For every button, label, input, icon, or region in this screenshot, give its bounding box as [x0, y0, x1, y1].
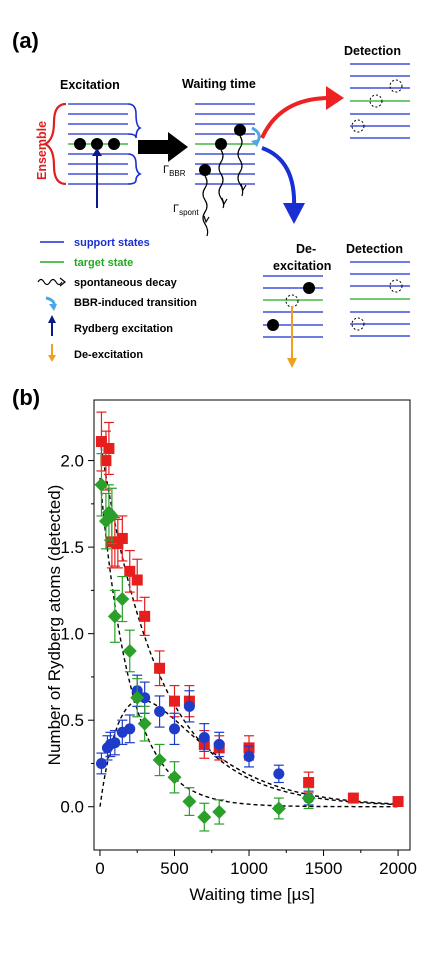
- data-point: [392, 796, 404, 808]
- x-tick-label: 0: [95, 859, 104, 878]
- data-point: [212, 804, 227, 819]
- fit-curve: [99, 477, 399, 808]
- axes: 0 500 1000 1500 2000 0.0 0.5 1.0 1.5 2.0: [60, 452, 417, 878]
- ensemble-brace: [42, 102, 67, 186]
- data-point: [183, 700, 195, 712]
- data-point: [154, 662, 166, 674]
- data-point: [115, 592, 130, 607]
- data-point: [95, 436, 107, 448]
- red-arrow: [260, 96, 331, 139]
- deexcitation-title-1: De-: [296, 242, 316, 256]
- data-point: [122, 643, 137, 658]
- legend-target-text: target state: [74, 257, 133, 269]
- rydberg-excitation-arrow: [92, 148, 102, 208]
- gamma-bbr: ΓBBR: [163, 164, 186, 178]
- ensemble-label: Ensemble: [35, 121, 49, 180]
- series-circle: [95, 674, 315, 806]
- excited-atoms: [74, 138, 120, 150]
- data-point: [152, 753, 167, 767]
- detection-title-bottom: Detection: [346, 242, 403, 256]
- data-point: [124, 565, 136, 577]
- data-point: [168, 695, 180, 707]
- data-point: [303, 777, 315, 788]
- legend-decay-text: spontaneous decay: [74, 277, 178, 289]
- x-tick-label: 1500: [305, 859, 343, 878]
- data-point: [103, 442, 115, 454]
- excitation-title: Excitation: [60, 78, 120, 92]
- y-tick-label: 0.0: [60, 798, 84, 817]
- waiting-atoms: [199, 124, 246, 176]
- data-point: [167, 770, 182, 785]
- data-point: [197, 810, 212, 825]
- data-point: [109, 737, 121, 749]
- panel-a-label: (a): [12, 28, 39, 53]
- bbr-arrowhead: [251, 139, 260, 147]
- detection-top-levels: [350, 63, 410, 139]
- data-point: [182, 794, 197, 809]
- legend-support-text: support states: [74, 237, 150, 249]
- fit-curve: [99, 699, 399, 807]
- deexcitation-title-2: excitation: [273, 259, 331, 273]
- x-axis-label: Waiting time [µs]: [189, 885, 314, 904]
- x-tick-label: 2000: [379, 859, 417, 878]
- chart: 0 500 1000 1500 2000 0.0 0.5 1.0 1.5 2.0 Waiting …: [45, 399, 417, 904]
- data-point: [243, 751, 255, 763]
- data-point: [100, 455, 112, 467]
- data-point: [94, 477, 109, 492]
- data-point: [131, 574, 143, 586]
- y-tick-label: 0.5: [60, 711, 84, 730]
- upper-brace: [127, 103, 142, 139]
- data-point: [301, 791, 316, 806]
- waiting-time-title: Waiting time: [182, 77, 256, 91]
- data-point: [273, 768, 285, 780]
- y-axis-label: Number of Rydberg atoms (detected): [45, 485, 64, 766]
- legend-decay-swatch: [37, 278, 63, 286]
- legend-deexc-text: De-excitation: [74, 349, 143, 361]
- legend-bbr-text: BBR-induced transition: [74, 297, 197, 309]
- panel-a: (a) Excitation Waiting time Detection De…: [12, 28, 410, 368]
- deexcitation-levels: [263, 275, 323, 368]
- data-point: [124, 723, 136, 735]
- x-tick-label: 1000: [230, 859, 268, 878]
- data-series: [94, 411, 404, 832]
- legend: support states target state spontaneous …: [37, 237, 197, 362]
- y-tick-label: 1.0: [60, 625, 84, 644]
- series-diamond: [94, 453, 316, 832]
- panel-b: (b) 0 500 1000 1500 2000 0.0 0.5 1.0 1.5 2.0 Wait…: [12, 385, 417, 904]
- gamma-spont: Γspont: [173, 203, 199, 217]
- plot-area: [93, 399, 411, 851]
- data-point: [130, 690, 145, 705]
- detection-bottom-levels: [350, 261, 410, 337]
- data-point: [107, 609, 122, 624]
- data-point: [347, 792, 359, 804]
- detection-title-top: Detection: [344, 44, 401, 58]
- data-point: [213, 738, 225, 750]
- process-arrow: [138, 132, 188, 162]
- data-point: [139, 692, 151, 704]
- legend-rydberg-text: Rydberg excitation: [74, 323, 173, 335]
- data-point: [168, 723, 180, 735]
- data-point: [95, 757, 107, 769]
- panel-b-label: (b): [12, 385, 40, 410]
- data-point: [139, 610, 151, 622]
- x-tick-label: 500: [160, 859, 188, 878]
- data-point: [104, 508, 119, 523]
- data-point: [116, 532, 128, 544]
- y-tick-label: 1.5: [60, 538, 84, 557]
- data-point: [198, 732, 210, 743]
- red-arrowhead: [326, 86, 344, 110]
- lower-brace: [127, 153, 142, 185]
- series-square: [95, 411, 404, 808]
- y-tick-label: 2.0: [60, 452, 84, 471]
- blue-arrowhead: [283, 203, 305, 224]
- spontaneous-decay-lines: [202, 135, 247, 237]
- data-point: [154, 706, 166, 718]
- blue-arrow: [261, 146, 297, 209]
- data-point: [271, 801, 286, 816]
- data-point: [137, 716, 152, 731]
